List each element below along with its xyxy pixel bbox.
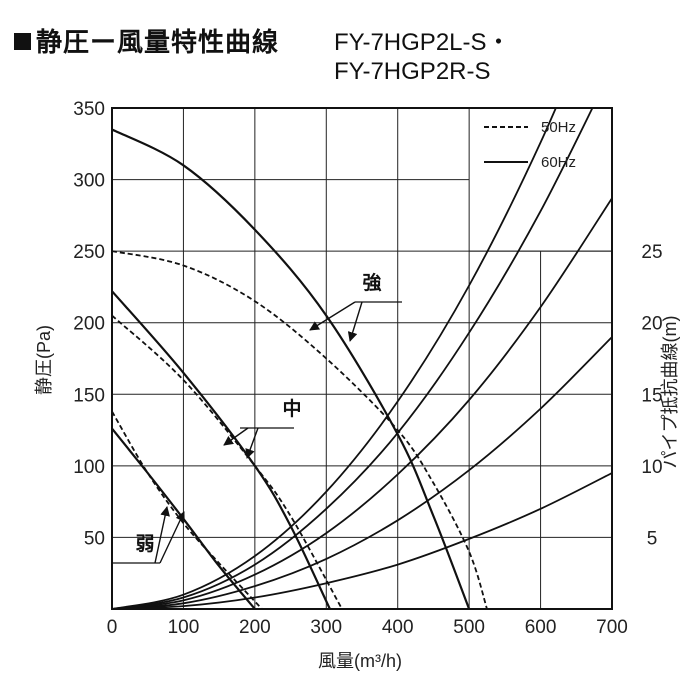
pipe-curve-3 — [112, 197, 612, 609]
chart-title: 静圧ー風量特性曲線 — [14, 22, 279, 59]
x-tick-label: 600 — [525, 617, 557, 638]
x-axis-label: 風量(m³/h) — [318, 651, 402, 671]
x-tick-label: 0 — [107, 617, 118, 638]
y-axis-label: 静圧(Pa) — [34, 325, 54, 395]
axis-labels: 風量(m³/h) 静圧(Pa) パイプ抵抗曲線(m) — [34, 316, 680, 671]
x-tick-label: 700 — [596, 617, 628, 638]
annotation-label: 弱 — [135, 533, 154, 555]
y2-axis-label: パイプ抵抗曲線(m) — [660, 316, 680, 469]
series-5 — [111, 411, 263, 610]
tick-labels: 0 100 200 300 400 500 600 700 50 100 150 200 250 300 3… — [73, 99, 662, 638]
chart-title-text: 静圧ー風量特性曲線 — [36, 27, 280, 57]
x-tick-label: 200 — [239, 617, 271, 638]
grid — [112, 107, 613, 609]
x-tick-label: 300 — [310, 617, 342, 638]
pipe-curve-5 — [112, 472, 612, 609]
fan-curves — [111, 128, 488, 610]
x-tick-label: 400 — [382, 617, 414, 638]
legend-label-60hz: 60Hz — [541, 154, 576, 171]
y-tick-label: 350 — [73, 99, 105, 120]
model-name-2: FY-7HGP2R-S — [334, 58, 491, 85]
annotations: 強中弱 — [112, 272, 402, 564]
pipe-resistance-curves — [112, 108, 612, 609]
y-tick-label: 150 — [73, 385, 105, 406]
pipe-curve-1 — [112, 108, 557, 609]
series-1 — [111, 250, 488, 610]
annotation-arrow — [223, 427, 249, 446]
y2-tick-label: 25 — [641, 242, 662, 263]
y-tick-label: 100 — [73, 457, 105, 478]
y2-tick-label: 10 — [641, 457, 662, 478]
series-0 — [111, 128, 471, 610]
series-2 — [111, 290, 331, 610]
annotation-arrow — [159, 511, 185, 564]
series-3 — [111, 314, 343, 610]
annotation-label: 強 — [362, 272, 381, 294]
y-tick-label: 200 — [73, 314, 105, 335]
x-tick-label: 500 — [453, 617, 485, 638]
annotation-arrow — [309, 301, 356, 331]
pipe-curve-4 — [112, 336, 612, 609]
annotation-arrow — [245, 427, 259, 459]
pipe-curve-2 — [112, 108, 594, 609]
y-tick-label: 50 — [84, 528, 105, 549]
model-name-1: FY-7HGP2L-S・ — [334, 29, 511, 56]
annotation-label: 中 — [282, 397, 301, 420]
annotation-arrow — [154, 506, 170, 564]
plot-frame — [111, 107, 613, 610]
y2-tick-label: 5 — [647, 528, 658, 549]
y2-tick-label: 20 — [641, 314, 662, 335]
legend: 50Hz 60Hz — [484, 119, 576, 171]
x-tick-label: 100 — [168, 617, 200, 638]
y-tick-label: 300 — [73, 171, 105, 192]
y2-tick-label: 15 — [641, 385, 662, 406]
plot-border — [111, 107, 613, 610]
annotation-arrow — [347, 301, 363, 342]
legend-box — [469, 108, 612, 252]
legend-label-50hz: 50Hz — [541, 119, 576, 136]
title-square-icon — [14, 33, 31, 50]
y-tick-label: 250 — [73, 242, 105, 263]
